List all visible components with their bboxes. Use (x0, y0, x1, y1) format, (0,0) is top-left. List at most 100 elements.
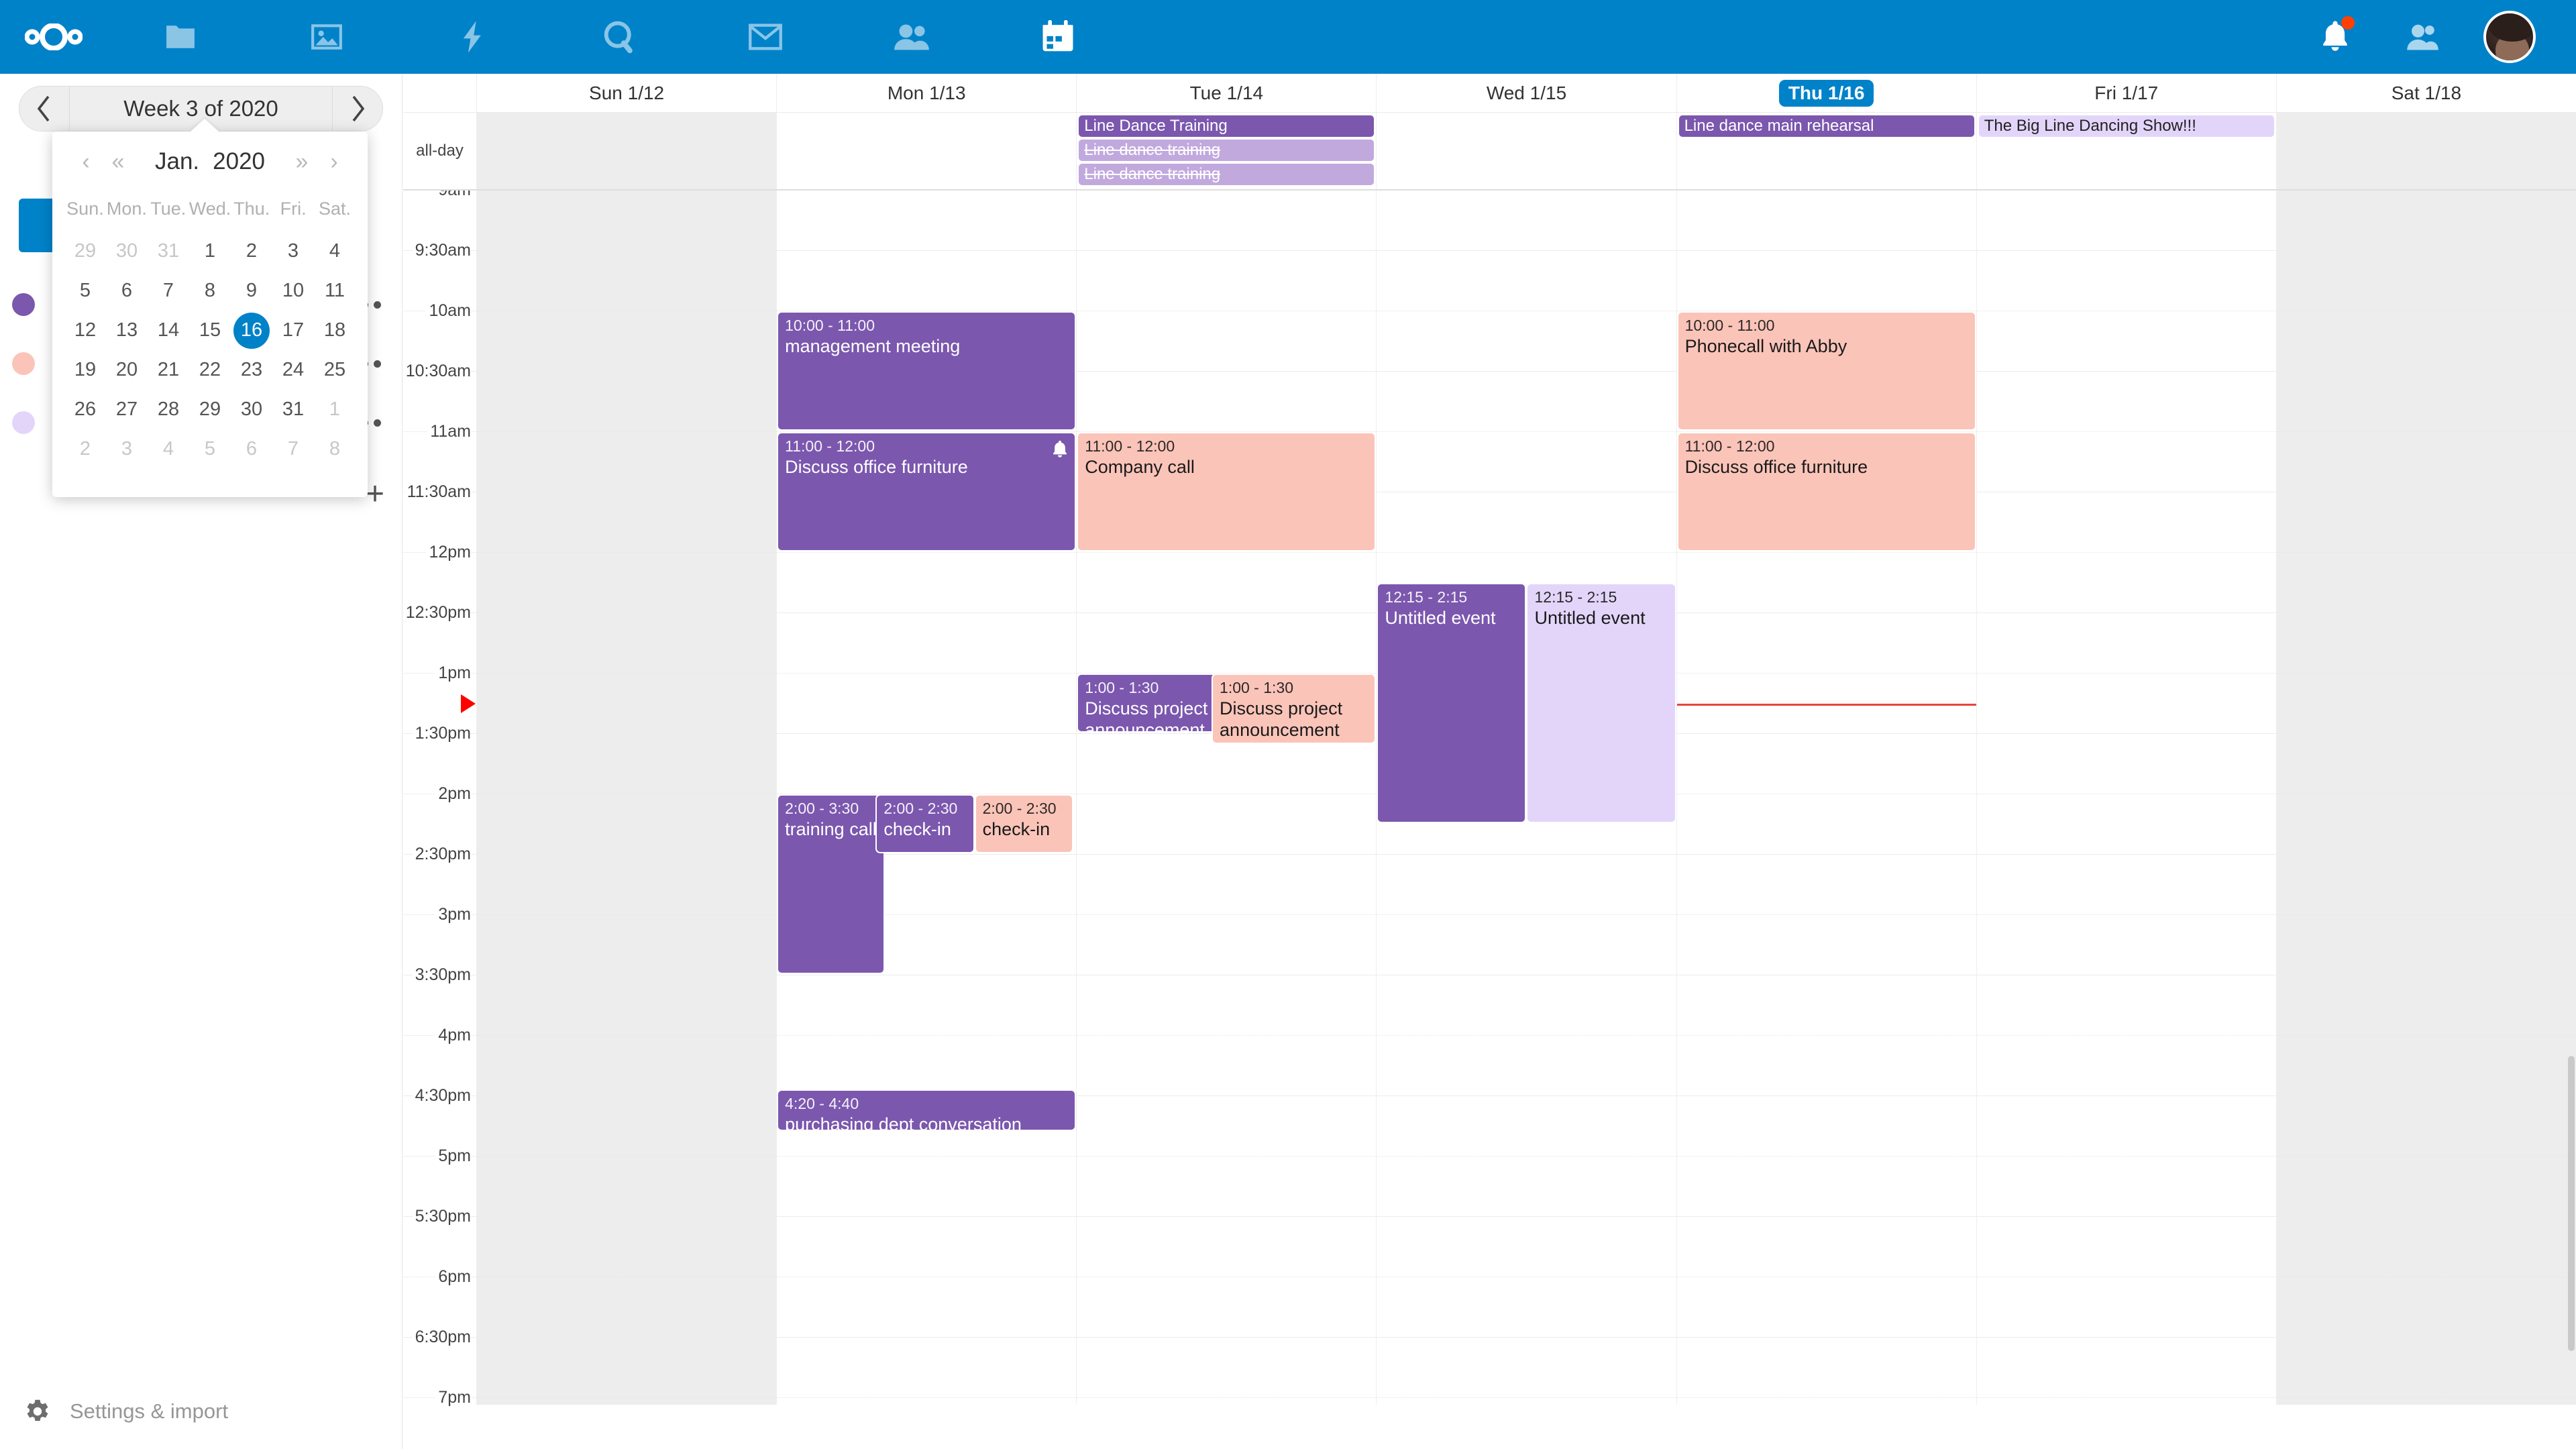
grid-slot[interactable] (1676, 1036, 1976, 1096)
calendar-event[interactable]: 2:00 - 3:30 training call (777, 794, 885, 974)
grid-slot[interactable] (2276, 975, 2576, 1036)
grid-slot[interactable] (1377, 311, 1676, 372)
grid-slot[interactable] (777, 915, 1077, 975)
grid-slot[interactable] (1377, 975, 1676, 1036)
calendar-event[interactable]: 11:00 - 12:00 Company call (1077, 432, 1377, 551)
grid-slot[interactable] (1077, 1096, 1377, 1157)
nav-contacts[interactable] (839, 0, 985, 74)
datepicker-next-month-button[interactable]: › (330, 148, 338, 174)
grid-slot[interactable] (2276, 855, 2576, 915)
grid-slot[interactable] (1976, 1338, 2276, 1398)
grid-slot[interactable] (1676, 191, 1976, 251)
grid-slot[interactable] (777, 1398, 1076, 1449)
all-day-cell-3[interactable] (1377, 113, 1677, 189)
all-day-cell-1[interactable] (777, 113, 1077, 189)
grid-slot[interactable] (477, 432, 777, 492)
grid-slot[interactable] (1377, 432, 1676, 492)
calendar-event[interactable]: 11:00 - 12:00 Discuss office furniture (777, 432, 1077, 551)
grid-slot[interactable] (477, 191, 777, 251)
day-header-1[interactable]: Mon 1/13 (777, 74, 1077, 112)
grid-slot[interactable] (477, 1398, 776, 1449)
grid-slot[interactable] (477, 734, 777, 794)
grid-slot[interactable] (477, 794, 777, 855)
grid-slot[interactable] (2276, 794, 2576, 855)
grid-slot[interactable] (1077, 1157, 1377, 1217)
grid-slot[interactable] (1077, 251, 1377, 311)
grid-slot[interactable] (2276, 251, 2576, 311)
datepicker-day[interactable]: 12 (74, 319, 97, 341)
datepicker-day[interactable]: 26 (74, 398, 97, 420)
calendar-event[interactable]: 12:15 - 2:15 Untitled event (1526, 583, 1676, 823)
grid-slot[interactable] (1676, 251, 1976, 311)
notifications-button[interactable] (2292, 0, 2379, 74)
grid-slot[interactable] (1077, 492, 1377, 553)
grid-slot[interactable] (1976, 674, 2276, 734)
datepicker-day[interactable]: 28 (157, 398, 180, 420)
datepicker-year-label[interactable]: 2020 (213, 148, 266, 174)
nav-mail[interactable] (692, 0, 839, 74)
nav-files[interactable] (107, 0, 254, 74)
datepicker-day[interactable]: 30 (115, 240, 138, 262)
grid-slot[interactable] (477, 613, 777, 674)
grid-slot[interactable] (777, 1277, 1077, 1338)
grid-slot[interactable] (777, 674, 1077, 734)
add-calendar-button[interactable]: + (365, 476, 384, 512)
datepicker-day[interactable]: 7 (287, 438, 299, 460)
grid-slot[interactable] (1676, 1157, 1976, 1217)
grid-slot[interactable] (1676, 492, 1976, 553)
day-header-5[interactable]: Fri 1/17 (1977, 74, 2277, 112)
grid-slot[interactable] (1976, 553, 2276, 613)
datepicker-day[interactable]: 18 (323, 319, 346, 341)
datepicker-day[interactable]: 6 (246, 438, 258, 460)
grid-slot[interactable] (777, 191, 1077, 251)
grid-slot[interactable] (477, 492, 777, 553)
datepicker-day[interactable]: 20 (115, 359, 138, 380)
grid-slot[interactable] (1676, 372, 1976, 432)
grid-slot[interactable] (477, 855, 777, 915)
grid-slot[interactable] (777, 553, 1077, 613)
all-day-cell-6[interactable] (2276, 113, 2576, 189)
time-grid-scroll-area[interactable]: 9am 9:30am 10am 10:30am 11am 11:30am 12pm 12:30… (403, 191, 2576, 1449)
grid-slot[interactable] (1976, 311, 2276, 372)
datepicker-prev-month-button[interactable]: ‹ (82, 148, 90, 174)
datepicker-day[interactable]: 13 (115, 319, 138, 341)
day-column-2[interactable]: 11:00 - 12:00 Company call 1:00 - 1:30 Disc… (1077, 191, 1377, 1405)
calendar-event[interactable]: 4:20 - 4:40 purchasing dept conversation (777, 1089, 1077, 1131)
grid-slot[interactable] (477, 1217, 777, 1277)
calendar-event[interactable]: 10:00 - 11:00 Phonecall with Abby (1676, 311, 1976, 431)
datepicker-day[interactable]: 29 (199, 398, 221, 420)
grid-slot[interactable] (2276, 1338, 2576, 1398)
grid-slot[interactable] (2277, 1398, 2576, 1449)
calendar-event[interactable]: 11:00 - 12:00 Discuss office furniture (1676, 432, 1976, 551)
grid-slot[interactable] (1077, 1398, 1376, 1449)
grid-slot[interactable] (1077, 1217, 1377, 1277)
grid-slot[interactable] (1377, 1338, 1676, 1398)
week-title[interactable]: Week 3 of 2020 (69, 87, 333, 131)
datepicker-day[interactable]: 4 (162, 438, 174, 460)
grid-slot[interactable] (1077, 372, 1377, 432)
grid-slot[interactable] (1976, 432, 2276, 492)
grid-slot[interactable] (477, 1338, 777, 1398)
datepicker-day[interactable]: 23 (240, 359, 263, 380)
datepicker-day[interactable]: 14 (157, 319, 180, 341)
grid-slot[interactable] (777, 794, 1077, 855)
day-column-4[interactable]: 10:00 - 11:00 Phonecall with Abby 11:00 - … (1676, 191, 1977, 1405)
grid-slot[interactable] (777, 1036, 1077, 1096)
datepicker-next-year-button[interactable]: » (295, 148, 309, 174)
grid-slot[interactable] (1377, 1036, 1676, 1096)
grid-slot[interactable] (1077, 734, 1377, 794)
datepicker-day[interactable]: 3 (121, 438, 133, 460)
grid-slot[interactable] (1077, 191, 1377, 251)
grid-slot[interactable] (777, 734, 1077, 794)
grid-slot[interactable] (2276, 915, 2576, 975)
nextcloud-logo[interactable] (0, 23, 107, 50)
day-column-3[interactable]: 12:15 - 2:15 Untitled event 12:15 - 2:15 Un… (1377, 191, 1677, 1405)
grid-slot[interactable] (1077, 553, 1377, 613)
grid-slot[interactable] (777, 251, 1077, 311)
grid-slot[interactable] (477, 553, 777, 613)
grid-slot[interactable] (777, 1217, 1077, 1277)
grid-slot[interactable] (2276, 1277, 2576, 1338)
grid-slot[interactable] (2276, 432, 2576, 492)
grid-slot[interactable] (2276, 1036, 2576, 1096)
grid-slot[interactable] (477, 372, 777, 432)
